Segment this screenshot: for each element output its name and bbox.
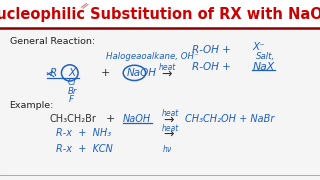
Text: +: +	[106, 114, 115, 124]
Text: General Reaction:: General Reaction:	[10, 37, 95, 46]
Text: R-x  +  NH₃: R-x + NH₃	[56, 128, 111, 138]
FancyBboxPatch shape	[0, 0, 320, 28]
Text: →: →	[163, 128, 174, 141]
Text: F: F	[69, 95, 74, 104]
Text: NaX: NaX	[253, 62, 275, 72]
Text: Nucleophilic Substitution of RX with NaOH: Nucleophilic Substitution of RX with NaO…	[0, 7, 320, 22]
Text: +: +	[101, 68, 110, 78]
Text: Cl: Cl	[68, 78, 76, 87]
Text: Salt,: Salt,	[256, 52, 275, 61]
Text: Halogeaoalkane, OH⁻: Halogeaoalkane, OH⁻	[106, 52, 198, 61]
Text: heat: heat	[162, 124, 179, 133]
Text: Br: Br	[68, 87, 77, 96]
Text: CH₃CH₂Br: CH₃CH₂Br	[50, 114, 96, 124]
Text: heat: heat	[162, 109, 179, 118]
Text: R-OH +: R-OH +	[192, 62, 231, 72]
Text: X: X	[69, 68, 76, 78]
Text: NaOH: NaOH	[126, 68, 156, 78]
Text: X⁻: X⁻	[253, 42, 265, 52]
Text: R-OH +: R-OH +	[192, 45, 231, 55]
Text: R: R	[50, 68, 57, 78]
Text: heat: heat	[159, 63, 176, 72]
Text: hν: hν	[162, 145, 172, 154]
Text: Example:: Example:	[10, 101, 54, 110]
Text: →: →	[161, 67, 172, 80]
Text: R-x  +  KCN: R-x + KCN	[56, 143, 113, 154]
Text: NaOH: NaOH	[123, 114, 151, 124]
Text: →: →	[163, 113, 174, 126]
Text: CH₃CH₂OH + NaBr: CH₃CH₂OH + NaBr	[185, 114, 274, 124]
